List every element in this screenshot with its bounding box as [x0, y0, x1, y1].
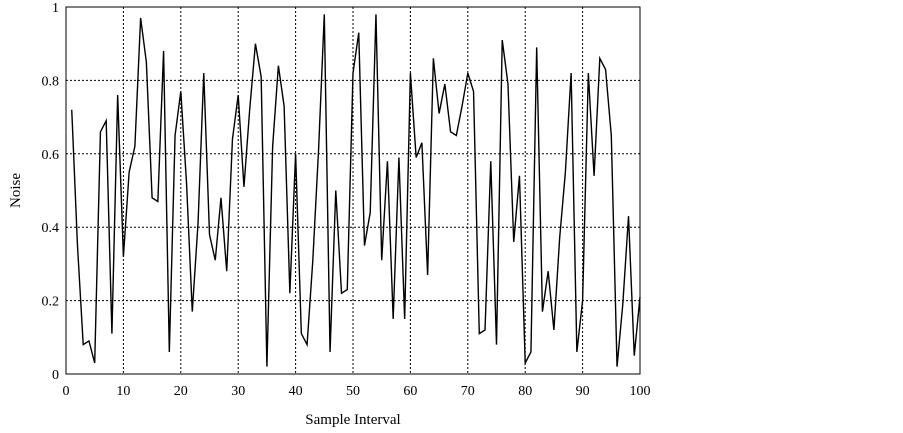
x-tick-label: 100 — [630, 384, 651, 399]
y-tick-label: 0.6 — [42, 148, 60, 163]
x-tick-label: 0 — [63, 384, 70, 399]
noise-series-line — [71, 14, 641, 367]
x-tick-label: 50 — [346, 384, 360, 399]
y-tick-label: 0.2 — [42, 295, 60, 310]
x-tick-label: 80 — [518, 384, 532, 399]
y-tick-label: 0 — [52, 368, 59, 383]
grid-lines — [66, 7, 640, 374]
x-axis-label: Sample Interval — [305, 412, 400, 428]
y-tick-label: 0.8 — [42, 74, 60, 89]
x-tick-label: 40 — [289, 384, 303, 399]
x-tick-label: 20 — [174, 384, 188, 399]
y-axis-ticks: 0 0.2 0.4 0.6 0.8 1 — [42, 1, 60, 383]
x-tick-label: 10 — [116, 384, 130, 399]
x-tick-label: 70 — [461, 384, 475, 399]
x-tick-label: 60 — [403, 384, 417, 399]
x-tick-label: 30 — [231, 384, 245, 399]
plot-frame — [65, 6, 641, 375]
y-tick-label: 0.4 — [42, 221, 60, 236]
y-axis-label: Noise — [8, 173, 24, 208]
x-tick-label: 90 — [576, 384, 590, 399]
x-axis-ticks: 0 10 20 30 40 50 60 70 80 90 100 — [63, 384, 651, 399]
y-tick-label: 1 — [52, 1, 59, 16]
